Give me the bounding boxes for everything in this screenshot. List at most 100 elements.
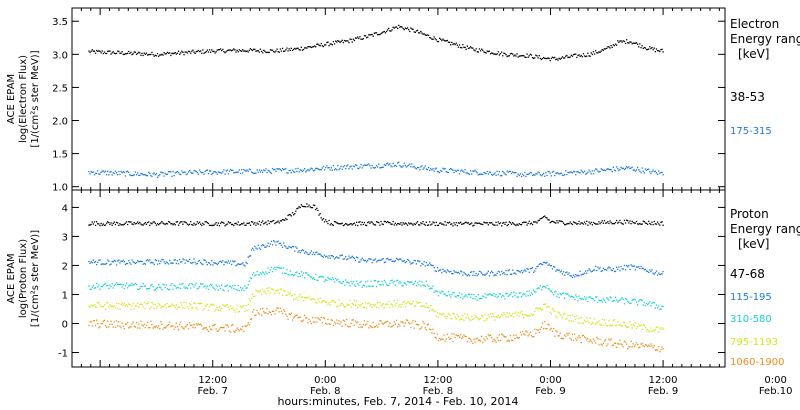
- proton-point: [644, 222, 647, 224]
- electron-point: [243, 50, 245, 52]
- electron-point: [369, 34, 371, 36]
- proton-point: [264, 222, 266, 224]
- proton-point: [145, 259, 148, 262]
- proton-point: [626, 298, 628, 300]
- proton-point: [409, 323, 411, 325]
- proton-point: [540, 263, 543, 265]
- proton-point: [226, 304, 228, 306]
- electron-point: [264, 170, 266, 172]
- proton-point: [284, 290, 286, 292]
- proton-point: [497, 314, 499, 317]
- proton-point: [307, 253, 309, 256]
- proton-point: [299, 316, 301, 318]
- xtick-date-label: Feb.10: [759, 386, 793, 397]
- electron-point: [562, 57, 565, 59]
- electron-point: [630, 167, 632, 169]
- proton-point: [395, 280, 398, 282]
- proton-point: [279, 288, 281, 291]
- proton-point: [455, 318, 457, 320]
- proton-point: [238, 289, 240, 292]
- proton-point: [471, 222, 473, 224]
- proton-point: [206, 222, 208, 224]
- proton-point: [422, 284, 424, 286]
- proton-point: [283, 219, 285, 221]
- electron-point: [381, 166, 383, 168]
- proton-point: [659, 224, 661, 226]
- proton-point: [305, 206, 307, 208]
- proton-point: [391, 304, 393, 306]
- proton-point: [439, 337, 441, 340]
- proton-point: [278, 222, 280, 224]
- proton-point: [266, 308, 268, 310]
- proton-point: [152, 286, 154, 288]
- proton-point: [391, 279, 393, 281]
- proton-point: [217, 222, 219, 224]
- proton-point: [571, 333, 574, 335]
- proton-point: [337, 322, 339, 325]
- proton-point: [218, 285, 221, 287]
- electron-point: [246, 169, 248, 171]
- proton-point: [436, 290, 439, 293]
- electron-point: [475, 171, 477, 173]
- proton-point: [176, 260, 179, 262]
- proton-point: [290, 247, 292, 249]
- electron-point: [564, 57, 566, 59]
- proton-point: [348, 303, 350, 306]
- proton-point: [450, 296, 452, 298]
- electron-point: [362, 165, 364, 167]
- electron-point: [656, 50, 659, 52]
- proton-point: [497, 295, 499, 297]
- proton-point: [564, 312, 566, 315]
- proton-point: [586, 272, 588, 274]
- electron-point: [382, 166, 384, 168]
- proton-point: [543, 328, 545, 330]
- electron-point: [414, 31, 416, 33]
- proton-point: [627, 266, 629, 268]
- proton-point: [329, 323, 331, 325]
- proton-point: [620, 298, 622, 300]
- electron-point: [106, 52, 108, 55]
- proton-point: [237, 328, 239, 331]
- proton-point: [554, 291, 556, 293]
- electron-point: [131, 53, 133, 56]
- proton-point: [280, 220, 283, 222]
- proton-point: [298, 206, 300, 208]
- proton-point: [461, 293, 463, 295]
- electron-point: [135, 174, 138, 176]
- proton-point: [653, 345, 655, 347]
- electron-point: [227, 49, 229, 51]
- proton-point: [343, 306, 346, 308]
- proton-point: [103, 304, 106, 306]
- electron-point: [430, 37, 432, 39]
- electron-point: [561, 56, 564, 58]
- proton-point: [115, 302, 118, 304]
- proton-point: [218, 261, 221, 263]
- proton-point: [531, 267, 534, 269]
- electron-point: [538, 172, 540, 174]
- proton-point: [612, 319, 614, 322]
- proton-point: [609, 339, 611, 341]
- proton-point: [390, 258, 392, 261]
- proton-point: [418, 284, 420, 286]
- proton-point: [367, 320, 369, 323]
- proton-point: [245, 224, 247, 226]
- proton-point: [197, 260, 200, 262]
- electron-point: [112, 172, 114, 174]
- proton-point: [258, 220, 260, 223]
- proton-point: [177, 263, 180, 265]
- proton-point: [445, 271, 447, 273]
- proton-point: [452, 273, 454, 275]
- proton-point: [487, 224, 489, 226]
- proton-point: [589, 339, 591, 341]
- electron-point: [96, 49, 98, 52]
- proton-point: [432, 328, 434, 330]
- electron-point: [498, 170, 500, 173]
- electron-ylabel-line: log(Electron Flux): [18, 55, 29, 143]
- proton-point: [350, 256, 352, 259]
- proton-point: [576, 339, 578, 341]
- electron-point: [518, 174, 520, 177]
- proton-point: [439, 269, 441, 271]
- electron-point: [266, 171, 268, 174]
- electron-point: [235, 51, 237, 53]
- proton-point: [167, 306, 170, 308]
